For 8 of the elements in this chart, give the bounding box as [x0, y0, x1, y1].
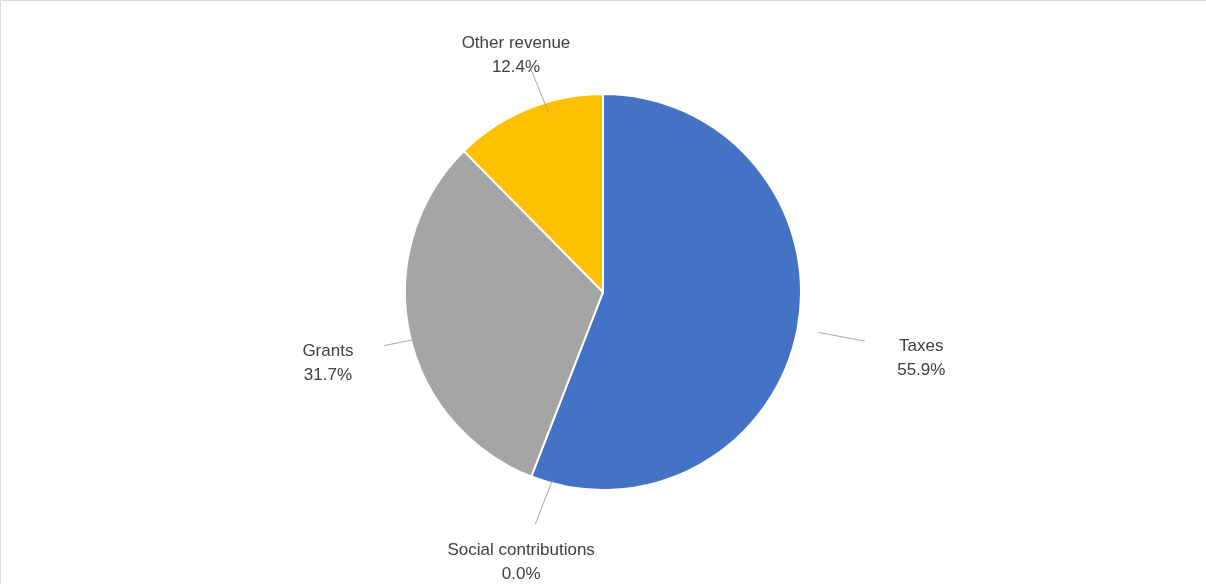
data-label: 31.7%	[303, 365, 353, 385]
text: 0.0%	[501, 564, 541, 584]
slice-label: Grants	[302, 341, 354, 361]
slice-label: Taxes	[899, 336, 944, 356]
data-label: 55.9%	[897, 360, 946, 380]
slice-label: Other revenue	[461, 33, 571, 53]
category-label: Social contributions	[447, 540, 595, 560]
data-label: 12.4%	[491, 57, 541, 77]
